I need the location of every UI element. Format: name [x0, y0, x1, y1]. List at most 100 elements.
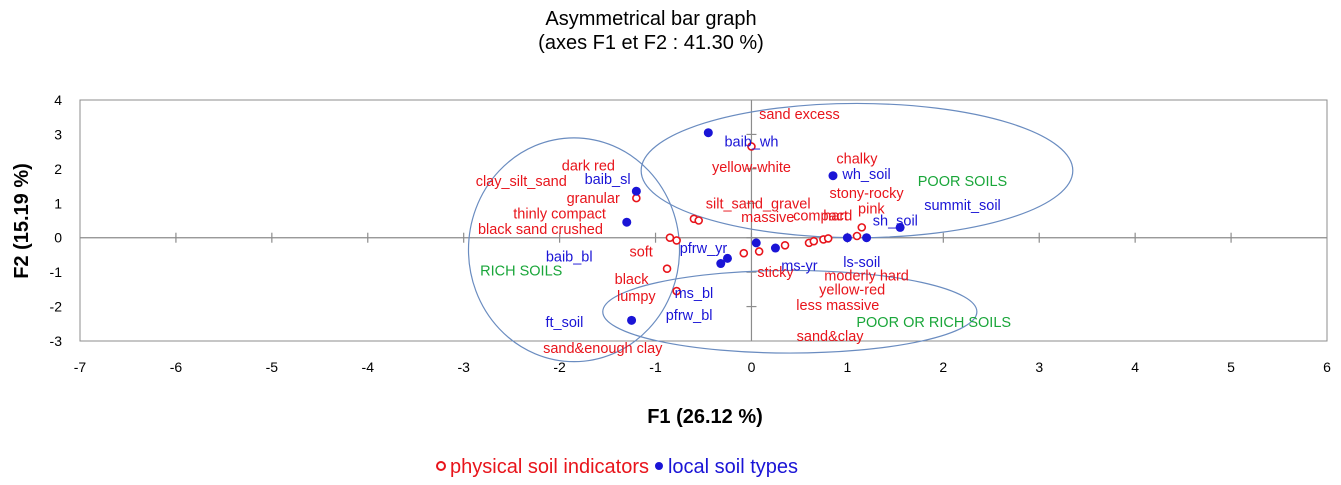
x-tick-labels: -7 -6 -5 -4 -3 -2 -1 0 1 2 3 4 5 6 — [74, 359, 1331, 375]
x-axis-line — [80, 232, 1327, 243]
x-tick-label: -3 — [457, 359, 470, 375]
soil-type-point — [770, 243, 780, 253]
physical-indicator-point — [823, 234, 833, 243]
y-tick-label: -1 — [50, 264, 63, 280]
x-tick-label: 6 — [1323, 359, 1331, 375]
x-tick-label: -2 — [553, 359, 566, 375]
point-label: silt_sand_gravel — [706, 196, 811, 212]
y-tick-label: 0 — [54, 230, 62, 246]
point-label: pfrw_bl — [666, 308, 713, 324]
plot-area — [79, 99, 1328, 342]
point-label: baib_bl — [546, 250, 593, 266]
y-tick-label: -3 — [50, 333, 63, 349]
point-label: pink — [858, 201, 885, 217]
point-label: less massive — [796, 298, 879, 314]
cluster-ellipse — [467, 137, 681, 363]
x-tick-label: -6 — [170, 359, 183, 375]
x-tick-label: 3 — [1035, 359, 1043, 375]
chart-subtitle: (axes F1 et F2 : 41.30 %) — [538, 32, 764, 54]
y-tick-label: 4 — [54, 92, 62, 108]
physical-indicator-point — [754, 247, 764, 256]
point-label: hard — [823, 208, 852, 224]
y-tick-label: 1 — [54, 195, 62, 211]
point-label: granular — [567, 191, 620, 207]
chart-title: Asymmetrical bar graph — [545, 8, 756, 30]
legend-local-label: local soil types — [668, 456, 798, 478]
point-labels: sand excess yellow-white dark redclay_silt… — [476, 107, 1001, 357]
point-label: ms_bl — [675, 286, 714, 302]
physical-indicator-point — [747, 142, 756, 151]
x-tick-label: -4 — [362, 359, 375, 375]
soil-type-point — [716, 259, 726, 269]
point-label: summit_soil — [924, 198, 1001, 214]
physical-indicator-point — [809, 236, 819, 246]
x-tick-label: 2 — [939, 359, 947, 375]
y-tick-label: 3 — [54, 126, 62, 142]
point-label: ls-soil — [843, 255, 880, 271]
point-label: stony-rocky — [829, 186, 904, 202]
point-label: sand&clay — [797, 329, 865, 345]
physical-indicator-point — [694, 216, 704, 225]
point-label: moderly hard — [824, 269, 909, 285]
legend-physical-label: physical soil indicators — [450, 456, 649, 478]
point-label: thinly compact — [513, 207, 606, 223]
physical-indicator-point — [780, 240, 790, 250]
physical-indicator-point — [672, 286, 681, 296]
point-label: chalky — [836, 152, 878, 168]
cluster-ellipse — [602, 269, 978, 354]
legend-physical-marker — [436, 461, 446, 471]
point-label: sh_soil — [873, 214, 918, 230]
soil-type-point — [631, 186, 641, 196]
point-label: soft — [629, 244, 652, 260]
point-label: ft_soil — [545, 315, 583, 331]
physical-indicator-point — [857, 223, 867, 232]
point-label: pfrw_yr — [680, 241, 728, 257]
legend: physical soil indicators local soil type… — [436, 456, 798, 478]
point-label: baib_wh — [724, 134, 778, 150]
data-points — [622, 128, 905, 325]
x-tick-label: -1 — [649, 359, 662, 375]
point-label: sand excess — [759, 107, 840, 123]
x-tick-label: 4 — [1131, 359, 1139, 375]
y-tick-label: 2 — [54, 161, 62, 177]
cluster-annotation: RICH SOILS — [480, 263, 562, 279]
point-label: dark red — [562, 158, 615, 174]
cluster-annotation: POOR OR RICH SOILS — [856, 315, 1011, 331]
physical-indicator-point — [739, 248, 749, 258]
point-label: black sand crushed — [478, 222, 603, 238]
point-label: lumpy — [617, 289, 656, 305]
y-axis-label: F2 (15.19 %) — [11, 163, 33, 279]
x-tick-label: 5 — [1227, 359, 1235, 375]
physical-indicator-point — [672, 236, 681, 245]
x-tick-label: 1 — [843, 359, 851, 375]
point-label: clay_silt_sand — [476, 174, 567, 190]
soil-type-point — [722, 253, 732, 263]
point-label: sand&enough clay — [543, 341, 663, 357]
point-label: yellow-white — [712, 160, 791, 176]
x-tick-label: -5 — [266, 359, 279, 375]
y-tick-labels: 4 3 2 1 0 -1 -2 -3 — [50, 92, 63, 349]
point-label: yellow-red — [819, 282, 885, 298]
soil-type-point — [842, 233, 852, 243]
physical-indicator-point — [852, 231, 862, 241]
y-tick-label: -2 — [50, 299, 63, 315]
physical-indicator-point — [662, 264, 672, 274]
soil-type-point — [627, 315, 637, 325]
soil-type-point — [703, 128, 713, 138]
x-axis-label: F1 (26.12 %) — [647, 406, 763, 428]
soil-type-point — [862, 233, 872, 243]
point-label: baib_sl — [585, 172, 631, 188]
x-tick-label: -7 — [74, 359, 87, 375]
y-axis-line — [746, 100, 757, 341]
cluster-annotation: POOR SOILS — [918, 174, 1007, 190]
annotations: POOR SOILS RICH SOILS POOR OR RICH SOILS — [480, 174, 1011, 331]
point-label: compact — [793, 208, 848, 224]
soil-type-point — [895, 222, 905, 232]
point-label: sticky — [757, 265, 794, 281]
soil-type-point — [622, 217, 632, 227]
point-label: massive — [741, 210, 794, 226]
point-label: black — [615, 272, 650, 288]
legend-local-marker — [654, 462, 663, 470]
soil-type-point — [828, 171, 838, 181]
